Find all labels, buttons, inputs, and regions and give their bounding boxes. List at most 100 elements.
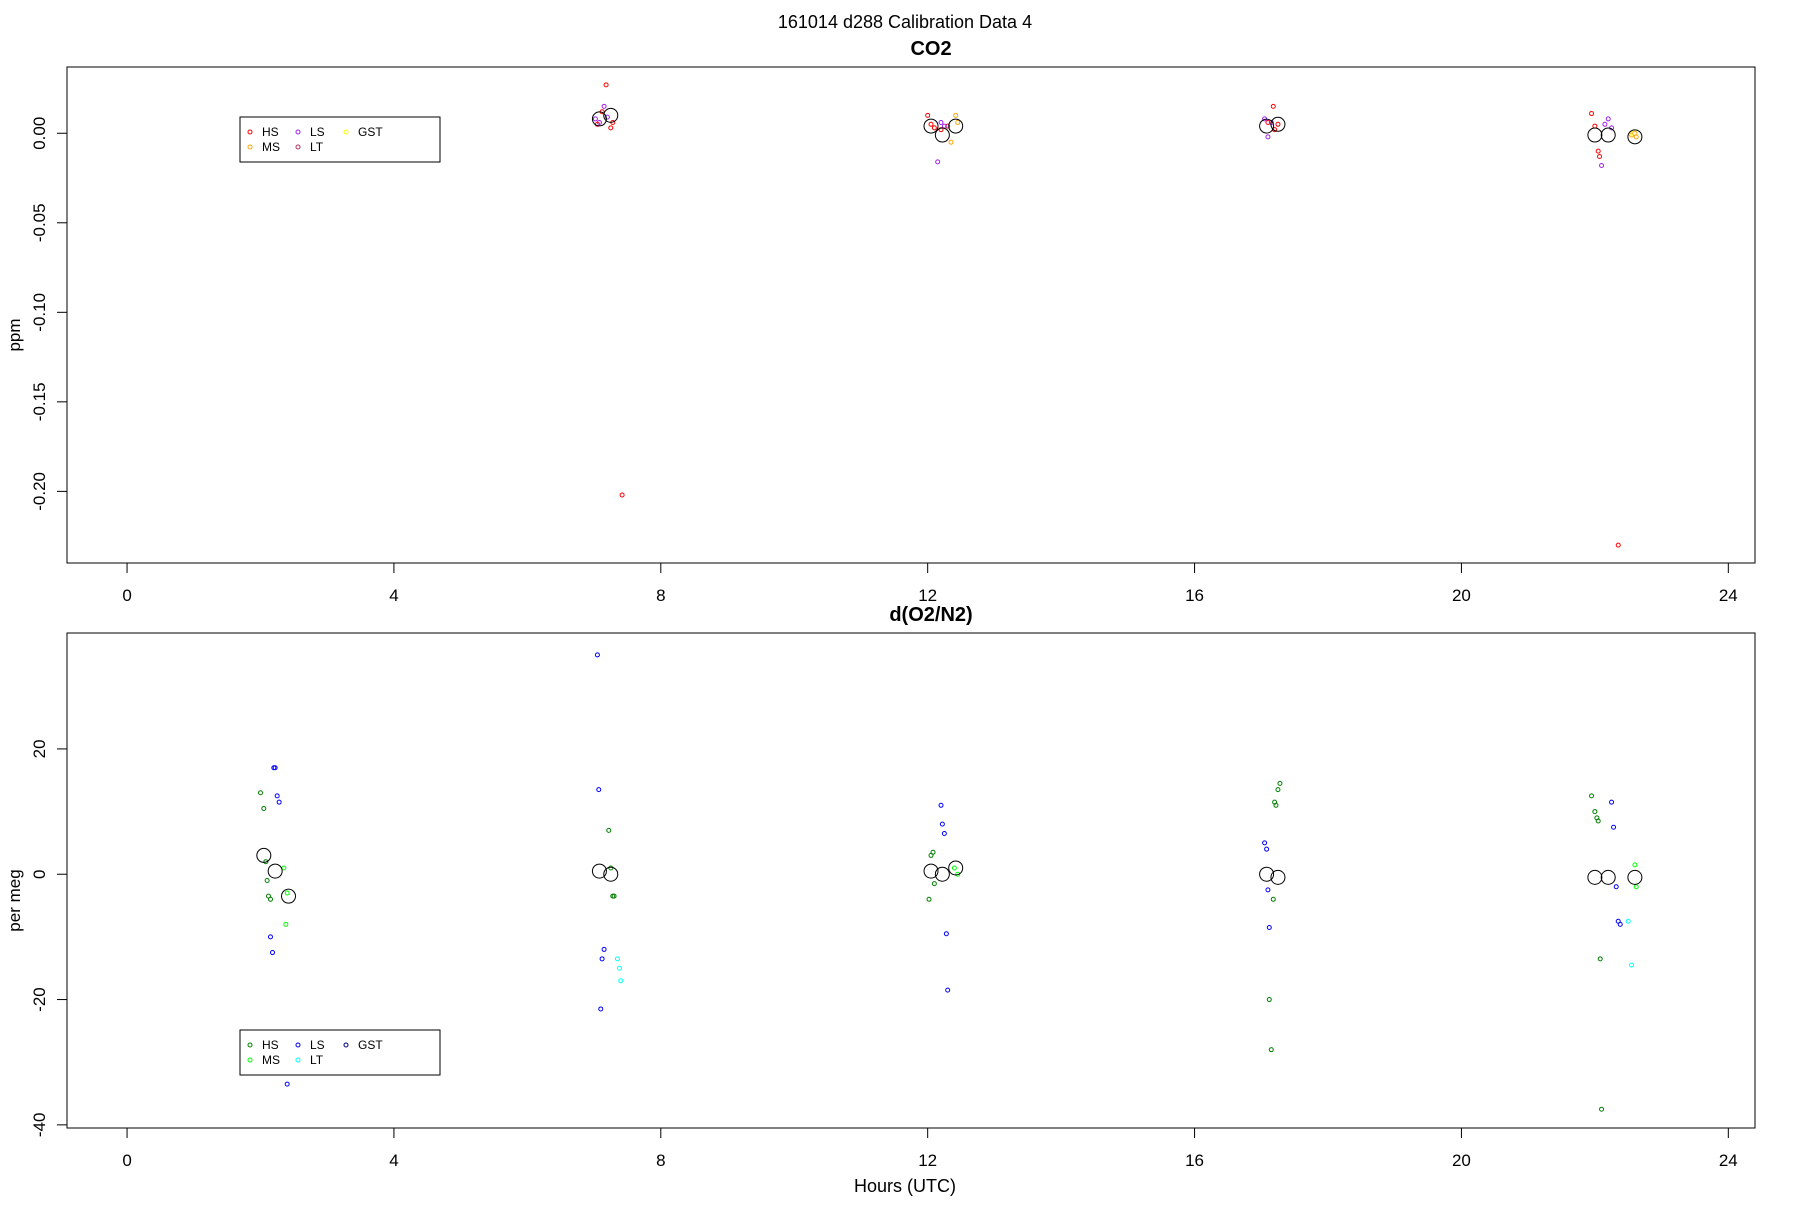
o2n2-data-point-ls [596,787,602,793]
co2-mean-point [934,127,950,143]
o2n2-x-tick-label: 16 [1185,1151,1204,1170]
o2n2-y-axis-label: per meg [5,869,24,931]
co2-y-tick-label: -0.15 [30,382,49,421]
o2n2-mean-point [948,860,964,876]
o2n2-data-point-ls [938,802,944,808]
o2n2-legend-marker [295,1042,301,1048]
co2-legend-marker [295,129,301,135]
o2n2-mean-point [1259,866,1275,882]
co2-data-point-hs [1275,121,1281,127]
co2-y-axis-label: ppm [5,318,24,351]
co2-legend-label: LS [310,125,325,139]
o2n2-data-point-hs [261,805,267,811]
o2n2-data-point-ls [941,831,947,837]
o2n2-data-point-ls [274,793,280,799]
o2n2-data-point-hs [1266,997,1272,1003]
o2n2-x-tick-label: 12 [918,1151,937,1170]
o2n2-data-point-ls [939,821,945,827]
co2-legend-label: GST [358,125,383,139]
o2n2-data-point-ls [284,1081,290,1087]
o2n2-data-point-hs [1270,896,1276,902]
o2n2-data-point-ls [598,1006,604,1012]
o2n2-x-tick-label: 8 [656,1151,665,1170]
o2n2-data-point-ls [269,950,275,956]
o2n2-data-point-lt [1625,918,1631,924]
o2n2-data-point-ls [1266,924,1272,930]
o2n2-legend-label: LS [310,1038,325,1052]
co2-data-point-ms [955,120,961,126]
co2-legend-marker [247,129,253,135]
o2n2-data-point-ms [1632,862,1638,868]
co2-panel-title: CO2 [910,38,951,60]
o2n2-legend-label: MS [262,1053,280,1067]
co2-mean-point [1587,127,1603,143]
co2-x-tick-label: 0 [122,586,131,605]
o2n2-data-point-hs [267,896,273,902]
co2-data-point-ls [601,103,607,109]
o2n2-data-point-hs [1592,809,1598,815]
co2-legend-label: LT [310,140,324,154]
o2n2-data-point-hs [1273,802,1279,808]
co2-data-point-ls [1265,134,1271,140]
co2-y-tick-label: -0.05 [30,203,49,242]
o2n2-mean-point [591,863,607,879]
o2n2-data-point-hs [931,881,937,887]
o2n2-x-tick-label: 4 [389,1151,398,1170]
o2n2-data-point-hs [1597,956,1603,962]
o2n2-data-point-ls [943,931,949,937]
o2n2-legend-marker [247,1057,253,1063]
o2n2-data-point-ls [1262,840,1268,846]
co2-data-point-ms [948,139,954,145]
o2n2-data-point-ls [1264,846,1270,852]
o2n2-mean-point [1270,869,1286,885]
o2n2-data-point-hs [1599,1106,1605,1112]
co2-mean-point [591,111,607,127]
co2-y-tick-label: -0.20 [30,472,49,511]
o2n2-y-tick-label: -20 [30,987,49,1012]
o2n2-mean-point [603,866,619,882]
co2-y-tick-label: -0.10 [30,293,49,332]
co2-data-point-ls [1602,121,1608,127]
o2n2-data-point-lt [616,965,622,971]
o2n2-data-point-hs [930,849,936,855]
o2n2-data-point-ls [594,652,600,658]
co2-data-point-ls [604,114,610,120]
o2n2-data-point-lt [618,978,624,984]
co2-data-point-hs [925,112,931,118]
o2n2-data-point-ms [951,865,957,871]
co2-mean-point [1627,129,1643,145]
co2-data-point-hs [931,125,937,131]
co2-x-tick-label: 8 [656,586,665,605]
co2-data-point-hs [603,82,609,88]
co2-data-point-hs [1270,103,1276,109]
o2n2-legend-marker [247,1042,253,1048]
co2-data-point-hs [1265,120,1271,126]
co2-data-point-ms [953,112,959,118]
o2n2-mean-point [256,847,272,863]
co2-mean-point [1600,127,1616,143]
o2n2-y-tick-label: 20 [30,739,49,758]
o2n2-mean-point [267,863,283,879]
co2-x-tick-label: 24 [1719,586,1738,605]
o2n2-data-point-lt [614,956,620,962]
co2-data-point-ls [592,116,598,122]
o2n2-data-point-ls [1265,887,1271,893]
o2n2-legend-label: LT [310,1053,324,1067]
o2n2-data-point-ls [1613,884,1619,890]
o2n2-x-tick-label: 20 [1452,1151,1471,1170]
o2n2-legend-box [239,1029,441,1076]
o2n2-data-point-hs [1275,787,1281,793]
o2n2-y-tick-label: 0 [30,869,49,878]
o2n2-data-point-ls [267,934,273,940]
o2n2-data-point-hs [257,790,263,796]
co2-mean-point [923,118,939,134]
o2n2-data-point-ls [945,987,951,993]
co2-x-tick-label: 16 [1185,586,1204,605]
figure-suptitle: 161014 d288 Calibration Data 4 [778,12,1032,32]
co2-legend-marker [295,144,301,150]
o2n2-data-point-hs [1589,793,1595,799]
o2n2-data-point-ms [283,921,289,927]
co2-x-tick-label: 4 [389,586,398,605]
